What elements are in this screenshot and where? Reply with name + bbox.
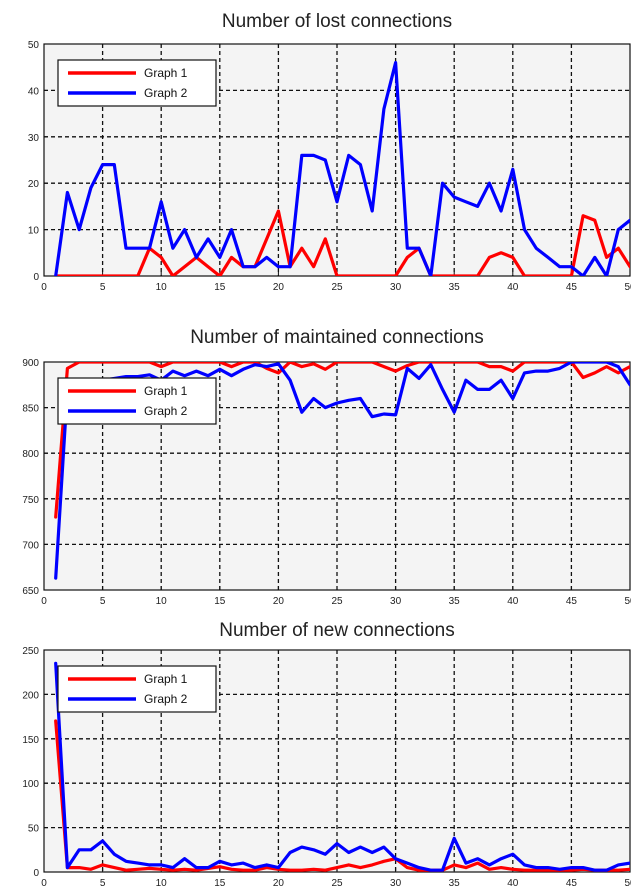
- chart-1-xtick-label: 50: [624, 282, 631, 293]
- chart-3-xtick-label: 25: [331, 878, 343, 889]
- chart-2-ytick-label: 700: [22, 540, 39, 551]
- chart-2-series-group: [54, 362, 630, 580]
- chart-3-ytick-label: 50: [28, 824, 40, 835]
- chart-2-title: Number of maintained connections: [190, 327, 484, 348]
- chart-1-ytick-label: 0: [33, 272, 39, 283]
- chart-3-xtick-label: 40: [507, 878, 519, 889]
- chart-1-ytick-label: 20: [28, 179, 40, 190]
- chart-1-xtick-label: 20: [273, 282, 285, 293]
- chart-1-xtick-label: 25: [331, 282, 343, 293]
- chart-3-xtick-label: 15: [214, 878, 226, 889]
- chart-3-ytick-label: 0: [33, 868, 39, 879]
- chart-3-series-1-line: [54, 719, 630, 872]
- chart-2-xtick-label: 15: [214, 596, 226, 607]
- chart-2-ytick-label: 800: [22, 449, 39, 460]
- chart-3-ytick-label: 200: [22, 690, 39, 701]
- chart-2-legend-box: [57, 377, 217, 425]
- chart-2-xtick-label: 25: [331, 596, 343, 607]
- chart-2-xtick-label: 10: [156, 596, 168, 607]
- chart-3-ytick-label: 150: [22, 735, 39, 746]
- chart-1-ytick-label: 10: [28, 226, 40, 237]
- chart-3-xtick-label: 35: [449, 878, 461, 889]
- chart-3-ytick-label: 250: [22, 646, 39, 657]
- chart-1-legend-label-1: Graph 1: [144, 66, 188, 80]
- chart-3-legend-label-1: Graph 1: [144, 672, 188, 686]
- chart-3-series-2-line: [54, 661, 630, 872]
- chart-2-series-2-line: [54, 362, 630, 580]
- chart-3-title: Number of new connections: [219, 620, 455, 641]
- chart-1-legend-label-2: Graph 2: [144, 86, 188, 100]
- chart-2-legend: Graph 1 Graph 2: [57, 377, 217, 425]
- chart-1-xtick-label: 40: [507, 282, 519, 293]
- chart-1-xtick-label: 5: [100, 282, 106, 293]
- chart-1-xtick-label: 35: [449, 282, 461, 293]
- chart-1-xtick-label: 15: [214, 282, 226, 293]
- chart-lost-connections: Number of lost connections 0 5 10 15 20 25 30 35…: [0, 0, 631, 300]
- chart-lost-connections-svg: Number of lost connections 0 5 10 15 20 25 30 35…: [28, 11, 631, 293]
- chart-1-title: Number of lost connections: [222, 11, 452, 32]
- chart-2-xtick-label: 0: [41, 596, 47, 607]
- chart-2-xtick-label: 40: [507, 596, 519, 607]
- chart-1-series-2-line: [54, 60, 630, 276]
- chart-3-series-group: [54, 661, 630, 872]
- chart-3-xtick-label: 0: [41, 878, 47, 889]
- chart-2-xtick-label: 30: [390, 596, 402, 607]
- chart-2-xtick-label: 5: [100, 596, 106, 607]
- chart-3-xtick-label: 5: [100, 878, 106, 889]
- chart-maintained-connections-svg: Number of maintained connections 0 5 10 15 20…: [22, 327, 631, 607]
- chart-new-connections: Number of new connections 0 5 10 15 20 25 30 35 4…: [0, 616, 631, 895]
- chart-2-xtick-label: 20: [273, 596, 285, 607]
- chart-2-series-1-line: [54, 362, 630, 519]
- chart-3-xtick-label: 10: [156, 878, 168, 889]
- chart-3-xtick-label: 50: [624, 878, 631, 889]
- chart-1-ytick-label: 30: [28, 133, 40, 144]
- chart-2-ytick-label: 900: [22, 358, 39, 369]
- chart-2-legend-label-1: Graph 1: [144, 384, 188, 398]
- chart-3-legend-box: [57, 665, 217, 713]
- chart-2-ytick-label: 650: [22, 586, 39, 597]
- chart-new-connections-svg: Number of new connections 0 5 10 15 20 25 30 35 4…: [22, 620, 631, 889]
- chart-1-legend: Graph 1 Graph 2: [57, 59, 217, 107]
- chart-3-ytick-label: 100: [22, 779, 39, 790]
- chart-1-ytick-label: 50: [28, 40, 40, 51]
- chart-1-xtick-label: 30: [390, 282, 402, 293]
- chart-maintained-connections: Number of maintained connections 0 5 10 15 20…: [0, 318, 631, 608]
- chart-1-ytick-label: 40: [28, 86, 40, 97]
- chart-2-ytick-label: 750: [22, 495, 39, 506]
- chart-2-legend-label-2: Graph 2: [144, 404, 188, 418]
- chart-3-xtick-label: 20: [273, 878, 285, 889]
- chart-1-xtick-label: 45: [566, 282, 578, 293]
- chart-3-legend-label-2: Graph 2: [144, 692, 188, 706]
- chart-3-xtick-label: 45: [566, 878, 578, 889]
- chart-1-legend-box: [57, 59, 217, 107]
- chart-1-xtick-label: 0: [41, 282, 47, 293]
- chart-2-xtick-label: 50: [624, 596, 631, 607]
- chart-2-ytick-label: 850: [22, 404, 39, 415]
- chart-3-xtick-label: 30: [390, 878, 402, 889]
- chart-3-legend: Graph 1 Graph 2: [57, 665, 217, 713]
- chart-1-series-1-line: [54, 209, 630, 276]
- chart-2-xtick-label: 45: [566, 596, 578, 607]
- chart-1-xtick-label: 10: [156, 282, 168, 293]
- chart-2-xtick-label: 35: [449, 596, 461, 607]
- chart-1-series-group: [54, 60, 630, 276]
